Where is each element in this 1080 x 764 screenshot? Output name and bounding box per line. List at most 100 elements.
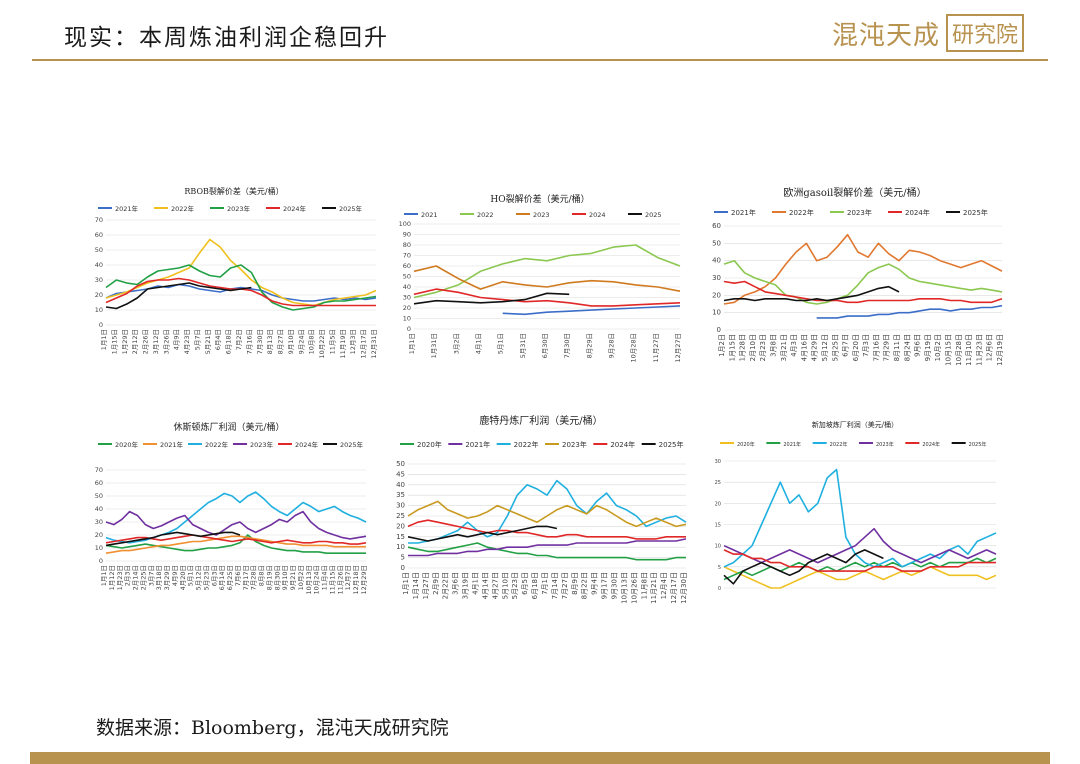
x-tick-label: 2月14日 [132, 565, 140, 590]
x-tick-label: 11月10日 [965, 334, 973, 366]
series-line [407, 500, 687, 528]
series-line [408, 538, 687, 557]
chart-svg-houston: 休斯顿炼厂利润（美元/桶） 2020年 2021年 2022年 2023年 2024年 20… [95, 421, 368, 595]
chart-svg-singapore: 新加坡炼厂利润（美元/桶） 2020年 2021年 2022年 2023年 2024年 20… [715, 420, 997, 592]
chart-svg-gasoil: 欧洲gasoil裂解价差（美元/桶） 2021年 2022年 2023年 2024年 20… [712, 186, 1004, 366]
y-tick-label: 50 [95, 246, 103, 254]
legend-label: 2021年 [160, 440, 184, 449]
legend-label: 2023年 [847, 208, 872, 217]
series-line [723, 566, 997, 589]
y-tick-label: 25 [715, 480, 721, 486]
x-tick-label: 10月13日 [305, 565, 313, 595]
x-tick-label: 7月6日 [234, 565, 242, 586]
x-tick-label: 2月22日 [442, 572, 450, 599]
x-tick-label: 1月14日 [412, 572, 420, 599]
x-tick-label: 3月8日 [769, 334, 777, 357]
legend-label: 2022 [477, 211, 494, 219]
chart-title: 欧洲gasoil裂解价差（美元/桶） [783, 186, 926, 199]
x-tick-label: 3月18日 [155, 565, 163, 590]
legend-label: 2023年 [876, 441, 894, 448]
x-tick-label: 11月26日 [336, 565, 344, 595]
x-tick-label: 1月15日 [110, 329, 118, 354]
y-tick-label: 10 [95, 544, 103, 552]
x-tick-label: 7月2日 [235, 329, 243, 350]
x-tick-label: 1月23日 [116, 565, 124, 590]
y-tick-label: 0 [99, 321, 103, 329]
y-tick-label: 30 [715, 459, 721, 465]
series-line [413, 244, 681, 299]
x-tick-label: 9月17日 [601, 572, 609, 599]
y-tick-label: 10 [95, 306, 103, 314]
x-tick-label: 8月9日 [571, 572, 579, 595]
x-tick-label: 6月3日 [210, 565, 218, 586]
x-tick-label: 12月17日 [360, 329, 368, 359]
x-tick-label: 6月5日 [521, 572, 529, 595]
chart-title: HO裂解价差（美元/桶） [490, 193, 589, 205]
x-tick-label: 12月4日 [660, 572, 668, 599]
x-tick-label: 6月20日 [852, 334, 860, 361]
x-tick-label: 8月24日 [903, 334, 911, 361]
x-tick-label: 1月1日 [408, 333, 416, 354]
x-tick-label: 2月9日 [432, 572, 440, 595]
chart-title: 鹿特丹炼厂利润（美元/桶） [479, 414, 602, 427]
x-tick-label: 10月28日 [955, 334, 963, 366]
chart-gasoil-crack: 欧洲gasoil裂解价差（美元/桶） 2021年 2022年 2023年 2024年 20… [700, 182, 1010, 382]
x-tick-label: 11月8日 [640, 572, 648, 599]
x-tick-label: 6月14日 [218, 565, 226, 590]
legend-label: 2023年 [227, 204, 251, 213]
x-tick-label: 1月28日 [739, 334, 747, 361]
x-tick-label: 7月14日 [551, 572, 559, 599]
x-tick-label: 5月1日 [187, 565, 195, 586]
x-tick-label: 4月27日 [491, 572, 499, 599]
x-tick-label: 4月9日 [173, 329, 181, 350]
x-tick-label: 4月9日 [171, 565, 179, 586]
legend-label: 2021年 [731, 208, 756, 217]
x-tick-label: 5月1日 [497, 333, 505, 354]
y-tick-label: 30 [95, 518, 103, 526]
y-tick-label: 0 [718, 586, 721, 592]
x-tick-label: 10月26日 [630, 572, 638, 604]
y-tick-label: 0 [717, 326, 721, 334]
legend-label: 2025年 [659, 440, 684, 449]
series-line [105, 510, 367, 540]
x-tick-label: 1月1日 [100, 329, 108, 350]
chart-title: RBOB裂解价差（美元/桶） [184, 186, 283, 196]
legend-label: 2025年 [963, 208, 988, 217]
x-tick-label: 11月15日 [328, 565, 336, 595]
x-tick-label: 10月28日 [630, 333, 638, 363]
x-tick-label: 7月17日 [242, 565, 250, 590]
series-line [413, 288, 681, 307]
x-tick-label: 1月1日 [100, 565, 108, 586]
legend-label: 2024年 [283, 204, 307, 213]
x-tick-label: 6月18日 [531, 572, 539, 599]
x-tick-label: 12月27日 [674, 333, 682, 363]
x-tick-label: 3月26日 [162, 329, 170, 354]
series-line [723, 527, 997, 564]
legend-label: 2022年 [171, 204, 195, 213]
x-tick-label: 7月16日 [245, 329, 253, 354]
x-tick-label: 12月7日 [344, 565, 352, 590]
x-tick-label: 6月7日 [842, 334, 850, 357]
x-tick-label: 2月10日 [749, 334, 757, 361]
x-tick-label: 2月3日 [124, 565, 132, 586]
x-tick-label: 7月1日 [541, 572, 549, 595]
chart-singapore-margin: 新加坡炼厂利润（美元/桶） 2020年 2021年 2022年 2023年 2024年 20… [706, 415, 1004, 620]
x-tick-label: 5月31日 [519, 333, 527, 358]
x-tick-label: 11月4日 [321, 565, 329, 590]
series-line [816, 304, 1003, 319]
series-line [502, 305, 681, 316]
x-tick-label: 1月29日 [121, 329, 129, 354]
x-tick-label: 10月13日 [620, 572, 628, 604]
y-tick-label: 0 [99, 557, 103, 565]
x-tick-label: 1月2日 [718, 334, 726, 357]
x-tick-label: 3月21日 [780, 334, 788, 361]
y-tick-label: 20 [95, 531, 103, 539]
chart-rotterdam-margin: 鹿特丹炼厂利润（美元/桶） 2020年 2021年 2022年 2023年 2024年 20… [386, 412, 696, 622]
x-tick-label: 1月15日 [728, 334, 736, 361]
y-tick-label: 20 [95, 291, 103, 299]
x-tick-label: 7月16日 [872, 334, 880, 361]
legend-label: 2021年 [783, 441, 801, 448]
series-line [723, 259, 1003, 305]
y-tick-label: 5 [401, 554, 405, 562]
y-tick-label: 60 [403, 262, 411, 270]
